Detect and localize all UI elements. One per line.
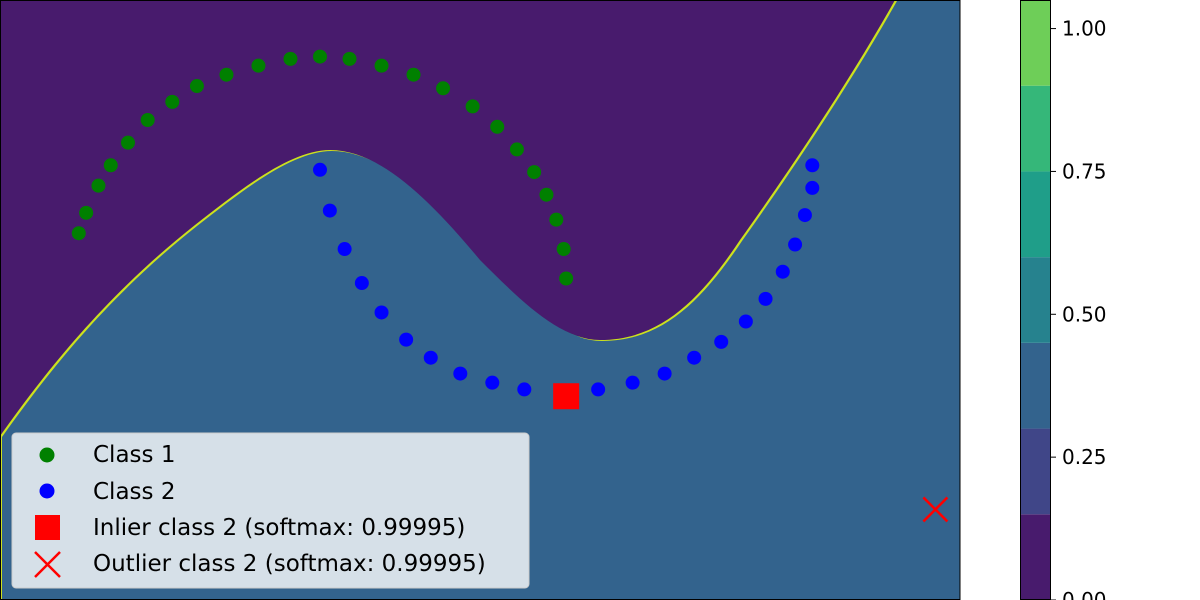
point-series-0-18 <box>509 142 524 157</box>
point-series-0-9 <box>251 58 266 73</box>
point-series-1-5 <box>399 332 414 347</box>
legend-label-inlier: Inlier class 2 (softmax: 0.99995) <box>93 515 465 541</box>
point-series-0-7 <box>189 79 204 94</box>
point-series-0-11 <box>313 49 327 64</box>
point-series-0-2 <box>91 178 106 193</box>
point-series-1-2 <box>337 242 352 257</box>
points-layer <box>71 49 949 523</box>
legend-marker-class2 <box>39 483 55 499</box>
legend-label-class1: Class 1 <box>93 442 175 468</box>
point-series-2-0 <box>553 383 580 410</box>
legend-label-outlier: Outlier class 2 (softmax: 0.99995) <box>93 551 486 577</box>
point-series-0-21 <box>549 212 564 227</box>
point-series-1-20 <box>797 208 812 223</box>
point-series-1-11 <box>591 382 606 397</box>
point-series-0-4 <box>121 135 135 150</box>
point-series-0-17 <box>490 119 505 134</box>
colorbar-band-6 <box>1020 0 1050 86</box>
colorbar-tick-label-2: 0.50 <box>1062 302 1107 326</box>
point-series-0-15 <box>436 81 451 96</box>
point-series-0-13 <box>374 58 389 73</box>
colorbar-band-3 <box>1020 257 1050 343</box>
point-series-1-4 <box>374 305 389 320</box>
point-series-1-0 <box>313 162 327 177</box>
colorbar-band-4 <box>1020 171 1050 258</box>
legend-box <box>11 432 530 589</box>
legend: Class 1 Class 2 Inlier class 2 (softmax:… <box>11 432 530 589</box>
point-series-1-19 <box>788 237 803 252</box>
point-series-1-22 <box>805 158 820 173</box>
point-series-0-16 <box>465 99 480 114</box>
point-series-1-18 <box>775 264 790 279</box>
point-series-0-14 <box>406 67 421 82</box>
point-series-1-9 <box>517 382 532 397</box>
point-series-0-10 <box>283 51 298 66</box>
point-series-1-13 <box>657 366 672 381</box>
colorbar-bands <box>1020 0 1050 600</box>
point-series-1-3 <box>354 276 369 291</box>
point-series-1-17 <box>758 291 773 306</box>
point-series-1-7 <box>453 366 468 381</box>
legend-label-class2: Class 2 <box>93 479 175 505</box>
colorbar-tick-label-1: 0.25 <box>1062 445 1107 469</box>
colorbar-tick-label-3: 0.75 <box>1062 159 1107 183</box>
colorbar-band-1 <box>1020 428 1050 515</box>
colorbar-ticks: 0.00 0.25 0.50 0.75 1.00 <box>1050 17 1107 600</box>
colorbar-tick-label-0: 0.00 <box>1062 588 1107 600</box>
point-series-1-12 <box>625 375 640 390</box>
colorbar-band-2 <box>1020 342 1050 429</box>
colorbar-band-0 <box>1020 514 1050 600</box>
point-series-0-8 <box>219 67 234 82</box>
point-series-0-0 <box>71 226 86 241</box>
point-series-0-3 <box>103 158 118 173</box>
point-series-0-12 <box>342 51 357 66</box>
point-series-0-19 <box>527 165 542 180</box>
colorbar-tick-label-4: 1.00 <box>1062 17 1107 41</box>
point-series-1-16 <box>738 314 753 329</box>
legend-marker-class1 <box>39 447 55 463</box>
contour-region-low <box>0 0 895 436</box>
point-series-1-15 <box>714 334 729 349</box>
point-series-0-5 <box>140 113 155 127</box>
point-series-1-21 <box>805 180 820 195</box>
legend-marker-inlier <box>35 515 60 540</box>
colorbar-band-5 <box>1020 85 1050 172</box>
point-series-1-14 <box>687 350 702 365</box>
point-series-1-6 <box>423 350 438 365</box>
point-series-0-6 <box>165 94 180 109</box>
point-series-0-1 <box>79 205 94 220</box>
point-series-1-8 <box>485 375 500 390</box>
colorbar: 0.00 0.25 0.50 0.75 1.00 <box>1020 0 1107 600</box>
point-series-0-20 <box>539 187 554 202</box>
point-series-0-23 <box>559 271 574 286</box>
point-series-3-0 <box>922 496 949 523</box>
point-series-1-1 <box>322 203 337 218</box>
point-series-0-22 <box>556 242 571 257</box>
legend-marker-outlier <box>34 551 61 578</box>
